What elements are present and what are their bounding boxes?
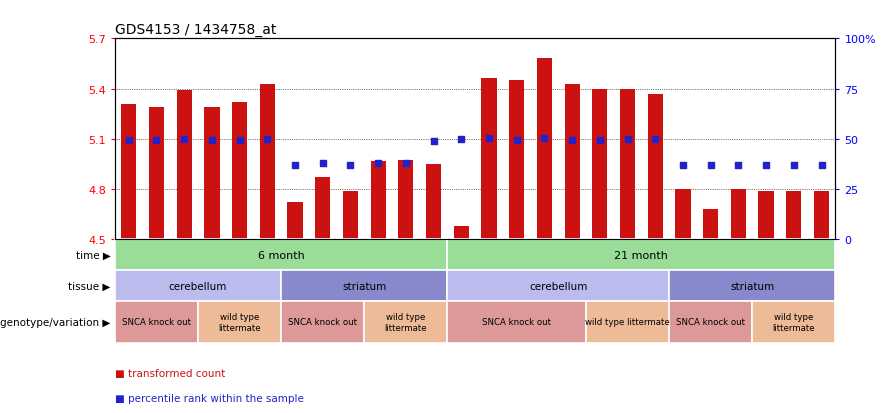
Point [399, 160, 413, 167]
Bar [281, 301, 364, 343]
Bar [149, 108, 164, 240]
Point [676, 162, 690, 169]
Point [510, 137, 524, 144]
Point [288, 163, 302, 169]
Point [648, 136, 662, 143]
Bar [565, 84, 580, 240]
Text: wild type littermate: wild type littermate [585, 318, 670, 327]
Point [759, 163, 774, 169]
Bar [177, 91, 192, 240]
Bar [364, 301, 447, 343]
Bar [115, 271, 281, 301]
Bar [315, 178, 331, 240]
Bar [447, 240, 835, 271]
Text: tissue ▶: tissue ▶ [68, 281, 110, 291]
Bar [232, 103, 248, 240]
Bar [731, 190, 746, 240]
Text: striatum: striatum [342, 281, 386, 291]
Point [454, 136, 469, 143]
Text: ■ transformed count: ■ transformed count [115, 368, 225, 378]
Bar [426, 164, 441, 240]
Point [343, 162, 357, 169]
Point [371, 160, 385, 167]
Text: GDS4153 / 1434758_at: GDS4153 / 1434758_at [115, 23, 277, 37]
Text: cerebellum: cerebellum [169, 281, 227, 291]
Text: SNCA knock out: SNCA knock out [288, 318, 357, 327]
Point [731, 162, 745, 169]
Bar [758, 191, 774, 240]
Point [177, 136, 191, 143]
Text: 21 month: 21 month [614, 250, 668, 260]
Point [565, 137, 579, 144]
Text: 6 month: 6 month [258, 250, 305, 260]
Bar [343, 191, 358, 240]
Point [122, 137, 136, 144]
Text: wild type
littermate: wild type littermate [218, 313, 261, 332]
Bar [620, 89, 636, 240]
Text: SNCA knock out: SNCA knock out [676, 318, 745, 327]
Text: time ▶: time ▶ [76, 250, 110, 260]
Point [704, 163, 718, 169]
Bar [260, 84, 275, 240]
Bar [198, 301, 281, 343]
Point [316, 160, 330, 167]
Bar [675, 190, 690, 240]
Bar [453, 226, 469, 240]
Bar [115, 301, 198, 343]
Bar [287, 203, 302, 240]
Text: wild type
littermate: wild type littermate [773, 313, 815, 332]
Text: genotype/variation ▶: genotype/variation ▶ [0, 317, 110, 327]
Bar [370, 162, 385, 240]
Point [593, 138, 607, 145]
Text: cerebellum: cerebellum [530, 281, 588, 291]
Bar [586, 301, 669, 343]
Bar [669, 301, 752, 343]
Bar [482, 79, 497, 240]
Bar [447, 301, 586, 343]
Bar [204, 108, 219, 240]
Bar [703, 209, 719, 240]
Bar [121, 104, 136, 240]
Text: SNCA knock out: SNCA knock out [482, 318, 552, 327]
Text: wild type
littermate: wild type littermate [385, 313, 427, 332]
Bar [786, 191, 802, 240]
Point [260, 136, 274, 143]
Text: SNCA knock out: SNCA knock out [122, 318, 191, 327]
Point [149, 138, 164, 145]
Point [787, 163, 801, 169]
Point [814, 162, 828, 169]
Bar [537, 59, 552, 240]
Bar [115, 240, 447, 271]
Bar [509, 81, 524, 240]
Bar [281, 271, 447, 301]
Bar [752, 301, 835, 343]
Bar [447, 271, 669, 301]
Bar [592, 89, 607, 240]
Point [621, 136, 635, 143]
Point [482, 135, 496, 142]
Point [205, 137, 219, 144]
Point [426, 139, 440, 145]
Bar [669, 271, 835, 301]
Point [232, 137, 247, 144]
Bar [399, 161, 414, 240]
Text: striatum: striatum [730, 281, 774, 291]
Point [537, 135, 552, 142]
Bar [648, 94, 663, 240]
Bar [814, 191, 829, 240]
Text: ■ percentile rank within the sample: ■ percentile rank within the sample [115, 393, 304, 403]
